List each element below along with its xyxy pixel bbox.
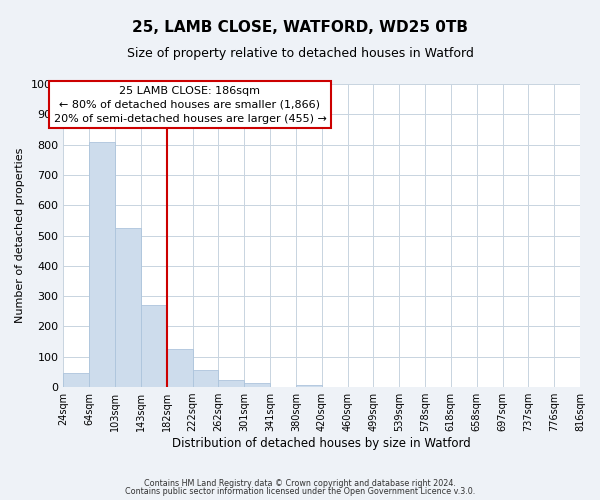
Bar	[115, 228, 141, 387]
Bar	[64, 373, 89, 387]
Y-axis label: Number of detached properties: Number of detached properties	[15, 148, 25, 323]
Bar	[193, 370, 218, 387]
Text: 25, LAMB CLOSE, WATFORD, WD25 0TB: 25, LAMB CLOSE, WATFORD, WD25 0TB	[132, 20, 468, 35]
Bar	[218, 380, 244, 387]
Bar	[89, 142, 115, 387]
Text: Contains public sector information licensed under the Open Government Licence v.: Contains public sector information licen…	[125, 487, 475, 496]
Text: Size of property relative to detached houses in Watford: Size of property relative to detached ho…	[127, 48, 473, 60]
Bar	[141, 306, 167, 387]
Text: Contains HM Land Registry data © Crown copyright and database right 2024.: Contains HM Land Registry data © Crown c…	[144, 478, 456, 488]
X-axis label: Distribution of detached houses by size in Watford: Distribution of detached houses by size …	[172, 437, 471, 450]
Bar	[244, 384, 270, 387]
Text: 25 LAMB CLOSE: 186sqm
← 80% of detached houses are smaller (1,866)
20% of semi-d: 25 LAMB CLOSE: 186sqm ← 80% of detached …	[53, 86, 326, 124]
Bar	[296, 384, 322, 387]
Bar	[167, 349, 193, 387]
